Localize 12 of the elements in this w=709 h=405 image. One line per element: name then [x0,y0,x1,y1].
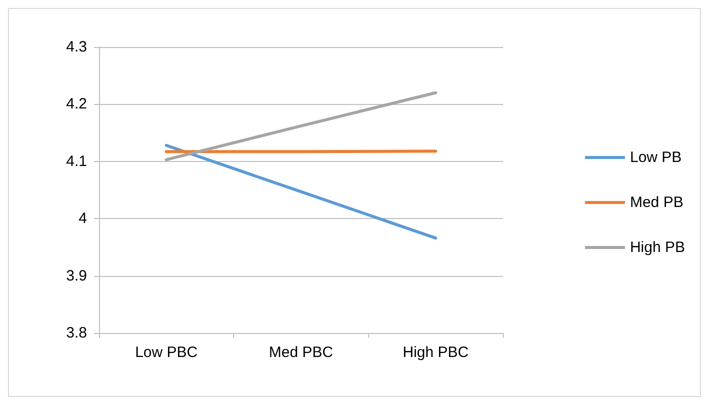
y-tick-label: 3.9 [66,267,87,284]
y-tick-label: 4.2 [66,96,87,113]
y-tick-label: 4.3 [66,38,87,56]
legend-label: Med PB [630,194,684,211]
y-tick-label: 3.8 [66,324,87,342]
legend-label: Low PB [630,149,682,166]
legend-label: High PB [630,239,686,256]
y-tick-label: 4 [78,210,87,228]
x-tick-label: High PBC [402,344,469,361]
x-tick-label: Low PBC [135,344,198,361]
x-tick-label: Med PBC [268,344,334,361]
y-tick-label: 4.1 [66,152,87,170]
